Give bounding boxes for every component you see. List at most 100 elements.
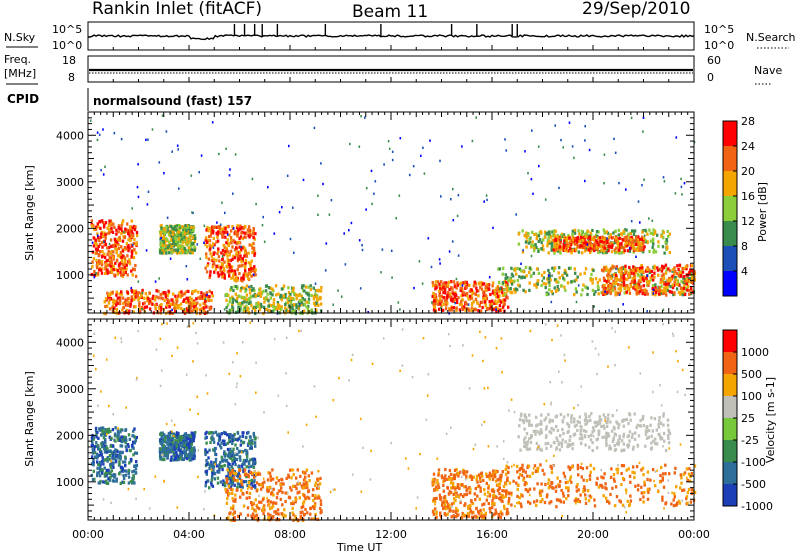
data-cell — [193, 434, 195, 437]
data-cell — [663, 277, 665, 280]
data-cell — [319, 477, 321, 480]
data-cell — [287, 175, 289, 177]
data-cell — [566, 274, 568, 277]
data-cell — [118, 226, 120, 229]
data-cell — [299, 496, 301, 499]
data-cell — [118, 460, 120, 463]
data-cell — [262, 512, 264, 515]
data-cell — [471, 304, 473, 307]
data-cell — [615, 237, 617, 240]
data-cell — [620, 272, 622, 275]
data-cell — [584, 180, 586, 182]
data-cell — [114, 262, 116, 265]
data-cell — [213, 253, 215, 256]
data-cell — [625, 235, 627, 238]
data-cell — [578, 251, 580, 254]
data-cell — [221, 202, 223, 204]
data-cell — [375, 180, 377, 182]
data-cell — [166, 450, 168, 453]
data-cell — [656, 234, 658, 237]
data-cell — [230, 229, 232, 232]
data-cell — [680, 178, 682, 180]
data-cell — [224, 212, 226, 214]
data-cell — [633, 281, 635, 284]
data-cell — [380, 271, 382, 273]
data-cell — [538, 146, 540, 148]
data-cell — [175, 455, 177, 458]
data-cell — [561, 284, 563, 287]
data-cell — [91, 265, 93, 268]
data-cell — [582, 283, 584, 286]
data-cell — [92, 251, 94, 254]
data-cell — [220, 251, 222, 254]
data-cell — [196, 302, 198, 305]
data-cell — [573, 157, 575, 159]
data-cell — [208, 486, 210, 489]
data-cell — [475, 293, 477, 296]
data-cell — [312, 494, 314, 497]
data-cell — [232, 239, 234, 242]
data-cell — [682, 271, 684, 274]
data-cell — [644, 229, 646, 232]
data-cell — [114, 448, 116, 451]
data-cell — [102, 128, 104, 130]
data-cell — [241, 301, 243, 304]
data-cell — [112, 457, 114, 460]
data-cell — [198, 171, 200, 173]
data-cell — [275, 482, 277, 485]
data-cell — [578, 233, 580, 236]
data-cell — [642, 278, 644, 281]
data-cell — [531, 231, 533, 234]
data-cell — [138, 291, 140, 294]
data-cell — [612, 236, 614, 239]
data-cell — [597, 251, 599, 254]
data-cell — [432, 281, 434, 284]
data-cell — [104, 447, 106, 450]
data-cell — [452, 240, 454, 242]
data-cell — [91, 455, 93, 458]
data-cell — [652, 278, 654, 281]
data-cell — [179, 444, 181, 447]
data-cell — [122, 263, 124, 266]
data-cell — [302, 297, 304, 299]
data-cell — [127, 291, 129, 294]
data-cell — [409, 174, 411, 176]
data-cell — [651, 274, 653, 277]
data-cell — [267, 186, 269, 188]
data-cell — [109, 454, 111, 457]
data-cell — [492, 308, 494, 311]
data-cell — [520, 276, 522, 279]
data-cell — [615, 274, 617, 277]
data-cell — [130, 255, 132, 258]
data-cell — [115, 251, 117, 254]
colorbar-segment — [723, 196, 737, 221]
data-cell — [449, 309, 451, 312]
data-cell — [517, 284, 519, 287]
data-cell — [643, 284, 645, 287]
data-cell — [245, 480, 247, 483]
data-cell — [540, 247, 542, 250]
data-cell — [546, 293, 548, 296]
data-cell — [314, 127, 316, 129]
data-cell — [178, 291, 180, 294]
data-cell — [122, 297, 124, 300]
data-cell — [293, 303, 295, 306]
data-cell — [625, 284, 627, 287]
data-cell — [647, 275, 649, 277]
data-cell — [510, 267, 512, 270]
data-cell — [228, 512, 230, 515]
data-cell — [645, 290, 647, 293]
data-cell — [558, 266, 560, 269]
data-cell — [631, 117, 633, 119]
data-cell — [167, 299, 169, 302]
data-cell — [601, 236, 603, 239]
station-title: Rankin Inlet (fitACF) — [92, 0, 262, 19]
data-cell — [422, 147, 424, 149]
data-cell — [182, 300, 184, 303]
data-cell — [223, 261, 225, 264]
data-cell — [248, 286, 250, 288]
data-cell — [99, 262, 101, 265]
data-cell — [123, 306, 125, 309]
data-cell — [200, 258, 202, 260]
data-cell — [604, 154, 606, 156]
